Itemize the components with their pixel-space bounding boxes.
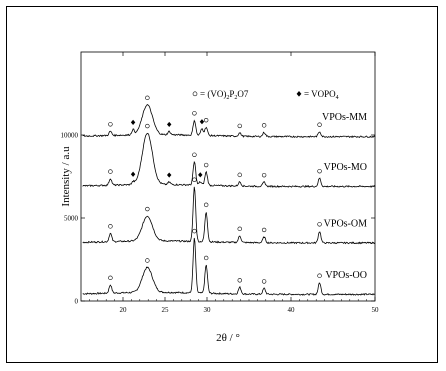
y-axis-label: Intensity / a.u [60,146,72,207]
diamond-marker [198,172,203,178]
legend-diamond-marker [296,91,302,97]
circle-marker [261,227,267,233]
circle-marker [261,172,267,178]
circle-marker [237,226,242,232]
circle-marker [317,222,322,227]
circle-marker [237,278,242,283]
figure-frame: 20 25 30 40 50 0 5000 10000 VPOs-OO VPOs-OM VPOs-… [6,6,438,363]
diamond-marker [130,171,136,177]
series-group: VPOs-OO VPOs-OM VPOs-MO VPOs-MM [82,95,376,296]
series-vpos-mo: VPOs-MO [82,123,376,188]
axes: 20 25 30 40 50 0 5000 10000 [61,51,380,314]
y-tick-label: 10000 [61,132,79,140]
series-line [82,104,376,139]
series-line [82,132,376,188]
series-label: VPOs-MO [324,162,367,173]
legend: = (VO)2P2O7 = VOPO4 [192,89,339,101]
circle-marker [203,162,209,168]
series-line [82,237,376,296]
y-tick-label: 0 [75,298,79,306]
circle-marker [192,228,197,234]
circle-marker [145,123,150,129]
circle-marker [192,111,197,116]
circle-marker [108,275,113,281]
x-tick-label: 30 [204,306,212,314]
circle-marker [145,206,150,212]
x-tick-label: 25 [162,306,170,314]
circle-marker [108,224,113,229]
circle-marker [261,123,267,128]
circle-marker [203,255,209,261]
circle-marker [145,95,150,101]
circle-marker [317,273,322,278]
legend-circle-marker [192,91,198,97]
circle-marker [237,172,242,178]
circle-marker [192,177,197,182]
diamond-marker [130,119,136,125]
diamond-marker [167,121,172,128]
diamond-marker [199,119,205,125]
series-label: VPOs-OM [324,218,367,229]
circle-marker [317,168,322,174]
circle-marker [192,152,197,157]
series-line [82,186,376,245]
x-tick-label: 50 [372,306,380,314]
y-tick-label: 5000 [64,215,79,223]
plot-border [80,51,376,302]
series-vpos-oo: VPOs-OO [82,228,376,296]
x-tick-label: 20 [120,306,128,314]
circle-marker [237,123,242,129]
x-axis-label: 2θ / ° [216,332,240,344]
x-tick-label: 40 [288,306,296,314]
circle-marker [203,117,209,123]
circle-marker [261,279,267,284]
circle-marker [108,169,113,174]
circle-marker [203,202,209,208]
circle-marker [108,122,113,127]
diamond-marker [167,172,172,178]
legend-diamond-label: = VOPO4 [304,89,339,101]
series-label: VPOs-MM [322,112,367,123]
circle-marker [145,258,150,263]
circle-marker [317,122,322,127]
series-vpos-mm: VPOs-MM [82,95,376,139]
legend-circle-label: = (VO)2P2O7 [200,89,249,101]
series-label: VPOs-OO [325,270,367,281]
series-vpos-om: VPOs-OM [82,177,376,245]
